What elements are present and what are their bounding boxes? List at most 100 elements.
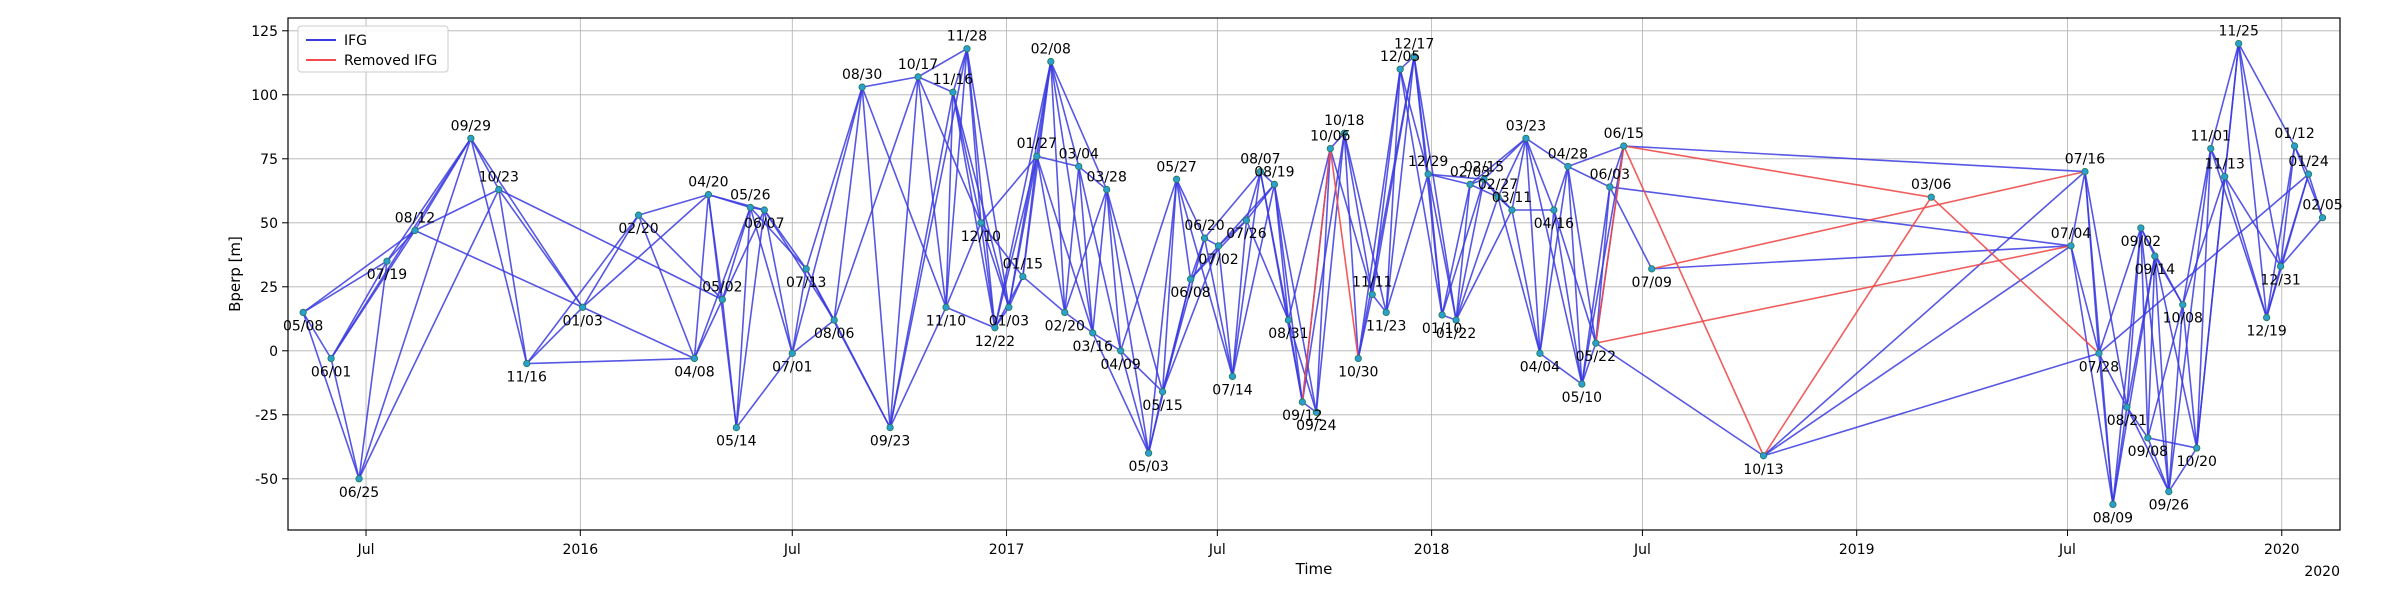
ifg-edge — [2181, 304, 2198, 449]
ifg-edge — [1469, 137, 1527, 186]
acquisition-date-label: 08/12 — [395, 210, 435, 226]
ifg-edge — [2112, 227, 2142, 505]
acquisition-date-label: 08/09 — [2093, 510, 2133, 526]
acquisition-date-label: 07/09 — [1632, 275, 1672, 291]
acquisition-point — [1564, 162, 1572, 171]
acquisition-date-label: 07/16 — [2065, 152, 2105, 168]
y-tick-label: 0 — [269, 344, 278, 360]
acquisition-point — [1228, 372, 1237, 380]
ifg-edge — [1161, 237, 1206, 392]
acquisition-point — [1019, 272, 1027, 281]
acquisition-date-label: 10/20 — [2177, 454, 2217, 470]
acquisition-date-label: 07/01 — [772, 359, 812, 375]
ifg-edge — [805, 86, 863, 270]
acquisition-date-label: 08/19 — [1254, 164, 1294, 180]
acquisition-point — [355, 475, 363, 483]
acquisition-point — [2193, 444, 2201, 452]
acquisition-date-label: 09/23 — [870, 434, 910, 450]
acquisition-point — [942, 303, 950, 311]
acquisition-point — [949, 88, 957, 96]
ifg-edge — [386, 137, 472, 262]
ifg-edge — [1581, 186, 1611, 385]
ifg-edge — [1175, 178, 1206, 239]
ifg-edge — [917, 48, 968, 78]
acquisition-point — [1033, 152, 1041, 160]
ifg-edge — [526, 214, 640, 365]
ifg-edge — [1343, 133, 1360, 359]
acquisition-point — [760, 206, 768, 214]
acquisition-date-label: 09/29 — [451, 118, 491, 134]
ifg-edge — [1525, 138, 1541, 354]
ifg-edge — [1539, 209, 1555, 354]
ifg-edge — [1245, 171, 1262, 221]
acquisition-date-label: 09/02 — [2121, 234, 2161, 250]
acquisition-date-label: 03/04 — [1059, 146, 1099, 162]
ifg-edge — [1189, 237, 1206, 280]
ifg-edge — [1399, 68, 1429, 175]
ifg-edge — [358, 261, 388, 479]
acquisition-point — [991, 324, 999, 332]
ifg-edge — [1119, 179, 1178, 352]
y-tick-label: 50 — [260, 216, 278, 232]
ifg-edge — [1078, 165, 1108, 191]
removed-ifg-edge — [1595, 145, 1625, 344]
ifg-edge — [1455, 196, 1499, 321]
acquisition-point — [1466, 180, 1474, 188]
ifg-edge — [1539, 352, 1583, 385]
ifg-edge — [637, 214, 696, 359]
ifg-edge — [945, 48, 968, 308]
ifg-edge — [2154, 256, 2170, 492]
acquisition-point — [1368, 290, 1376, 299]
acquisition-point — [2137, 224, 2145, 232]
ifg-edge — [1161, 179, 1178, 392]
acquisition-point — [858, 83, 866, 91]
ifg-edge — [917, 76, 954, 93]
ifg-edge — [2223, 43, 2240, 177]
acquisition-point — [1047, 57, 1055, 66]
acquisition-date-label: 12/31 — [2260, 272, 2300, 288]
ifg-edge — [1371, 293, 1387, 313]
ifg-edge — [582, 194, 709, 308]
ifg-edge — [917, 76, 947, 308]
acquisition-date-label: 01/24 — [2288, 154, 2328, 170]
acquisition-date-label: 10/23 — [479, 170, 519, 186]
acquisition-date-label: 12/05 — [1380, 49, 1420, 65]
ifg-edge — [917, 76, 982, 224]
ifg-edge — [833, 319, 891, 428]
acquisition-point — [2081, 168, 2089, 176]
ifg-edge — [693, 207, 752, 359]
ifg-edge — [2154, 255, 2184, 306]
acquisition-date-label: 10/18 — [1324, 113, 1364, 129]
acquisition-point — [327, 354, 335, 363]
acquisition-date-label: 05/15 — [1142, 398, 1182, 414]
acquisition-date-label: 02/08 — [1031, 42, 1071, 58]
acquisition-date-label: 06/08 — [1170, 285, 1210, 301]
acquisition-date-label: 05/02 — [702, 280, 742, 296]
ifg-edge — [861, 87, 891, 428]
ifg-edge — [2181, 148, 2212, 305]
ifg-edge — [791, 268, 808, 354]
acquisition-point — [1172, 175, 1181, 183]
ifg-edge — [638, 193, 709, 216]
ifg-edge — [1064, 311, 1094, 334]
ifg-edge — [2126, 227, 2142, 408]
ifg-edge — [1553, 166, 1569, 211]
y-tick-label: 75 — [260, 152, 278, 168]
ifg-edge — [1050, 61, 1066, 313]
ifg-edge — [1511, 209, 1541, 354]
ifg-edge — [1092, 332, 1150, 454]
grid — [288, 18, 2340, 530]
ifg-edge — [1119, 350, 1150, 454]
acquisition-date-label: 11/10 — [926, 313, 966, 329]
ifg-edge — [861, 76, 919, 88]
ifg-edge — [637, 214, 723, 301]
ifg-edge — [498, 188, 723, 301]
ifg-edge — [1175, 179, 1234, 377]
acquisition-point — [704, 191, 713, 199]
ifg-edge — [2147, 437, 2170, 492]
ifg-edge — [1427, 174, 1457, 321]
ifg-edge — [1050, 61, 1108, 190]
ifg-edge — [763, 209, 794, 354]
acquisition-point — [1480, 175, 1488, 183]
ifg-edge — [1287, 319, 1304, 403]
